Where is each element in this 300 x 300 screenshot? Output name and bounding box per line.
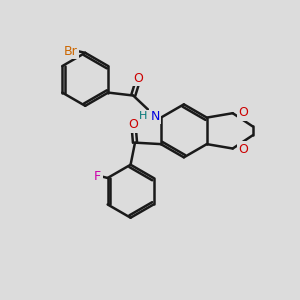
Text: O: O <box>134 72 143 85</box>
Text: O: O <box>238 106 248 119</box>
Text: O: O <box>129 118 139 131</box>
Text: N: N <box>150 110 160 123</box>
Text: Br: Br <box>64 45 78 58</box>
Text: H: H <box>139 111 147 121</box>
Text: F: F <box>94 170 101 183</box>
Text: O: O <box>238 142 248 156</box>
